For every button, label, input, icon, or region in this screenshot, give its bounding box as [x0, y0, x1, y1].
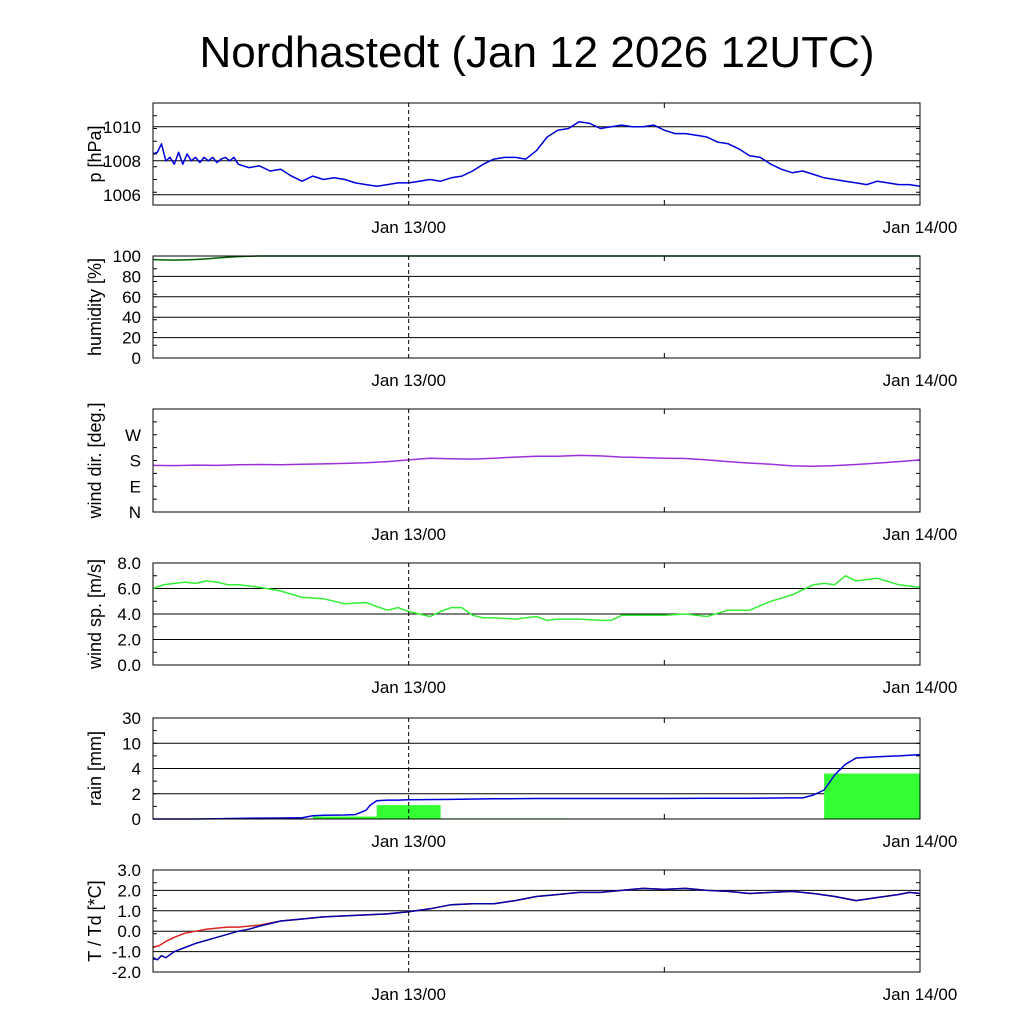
pressure-series-line — [152, 120, 921, 188]
temp-ytick-label: 0.0 — [117, 922, 141, 941]
humidity-series-line — [152, 255, 920, 261]
temp-plot-frame — [152, 869, 921, 973]
pressure-xtick-label: Jan 13/00 — [371, 218, 446, 237]
temp-ytick-label: 2.0 — [117, 881, 141, 900]
temp-ytick-label: 3.0 — [117, 861, 141, 880]
humidity-ytick-label: 60 — [122, 288, 141, 307]
wind_speed-ytick-label: 6.0 — [117, 580, 141, 599]
wind_dir-ytick-label: N — [129, 503, 141, 522]
temp-xtick-label: Jan 14/00 — [883, 985, 958, 1004]
pressure-panel: 1006 1008 1010 Jan 13/00 Jan 14/00 p [hPa] — [85, 102, 958, 237]
rain-ytick-label: 4 — [132, 760, 141, 779]
pressure-ytick-label: 1006 — [103, 186, 141, 205]
wind_dir-ytick-label: E — [130, 477, 141, 496]
humidity-ytick-label: 80 — [122, 267, 141, 286]
wind_speed-series-line — [152, 575, 921, 622]
wind_dir-ytick-label: S — [130, 452, 141, 471]
wind_dir-ylabel: wind dir. [deg.] — [85, 402, 105, 519]
wind_dir-series-line — [152, 454, 921, 467]
rain-ytick-label: 2 — [132, 785, 141, 804]
humidity-ytick-label: 40 — [122, 308, 141, 327]
wind_speed-xtick-label: Jan 14/00 — [883, 678, 958, 697]
rain-bar — [312, 816, 377, 819]
rain-panel: 0 2 4 10 30 Jan 13/00 Jan 14/00 rain [mm] — [85, 709, 957, 851]
temp-ytick-label: 1.0 — [117, 902, 141, 921]
rain-plot-frame — [152, 717, 921, 820]
rain-ytick-label: 30 — [122, 709, 141, 728]
humidity-xtick-label: Jan 14/00 — [883, 371, 958, 390]
humidity-ytick-label: 100 — [113, 247, 141, 266]
pressure-ytick-label: 1010 — [103, 118, 141, 137]
temp-ylabel: T / Td [*C] — [85, 880, 105, 961]
rain-ytick-label: 10 — [122, 734, 141, 753]
chart-title: Nordhastedt (Jan 12 2026 12UTC) — [199, 28, 874, 77]
temp-panel: -2.0-1.0 0.01.0 2.03.0 Jan 13/00 Jan 14/00 T … — [85, 861, 957, 1004]
humidity-ytick-label: 0 — [132, 349, 141, 368]
wind_speed-ytick-label: 8.0 — [117, 554, 141, 573]
wind_dir-xtick-label: Jan 13/00 — [371, 525, 446, 544]
wind_dir-plot-frame — [152, 408, 921, 513]
temp-ytick-label: -1.0 — [112, 943, 141, 962]
rain-ylabel: rain [mm] — [85, 731, 105, 806]
wind_dir-xtick-label: Jan 14/00 — [883, 525, 958, 544]
wind_speed-xtick-label: Jan 13/00 — [371, 678, 446, 697]
wind_speed-ytick-label: 0.0 — [117, 656, 141, 675]
dewpoint-series-line — [152, 887, 921, 961]
wind_speed-ytick-label: 2.0 — [117, 631, 141, 650]
rain-xtick-label: Jan 13/00 — [371, 832, 446, 851]
wind_speed-plot-frame — [152, 562, 921, 666]
humidity-ytick-label: 20 — [122, 329, 141, 348]
wind_speed-ytick-label: 4.0 — [117, 605, 141, 624]
humidity-xtick-label: Jan 13/00 — [371, 371, 446, 390]
pressure-plot-frame — [152, 102, 921, 206]
temp-ytick-label: -2.0 — [112, 963, 141, 982]
wind_dir-ytick-label: W — [125, 426, 141, 445]
pressure-ylabel: p [hPa] — [85, 125, 105, 182]
pressure-xtick-label: Jan 14/00 — [883, 218, 958, 237]
humidity-ylabel: humidity [%] — [85, 258, 105, 356]
temp-xtick-label: Jan 13/00 — [371, 985, 446, 1004]
wind_speed-ylabel: wind sp. [m/s] — [85, 559, 105, 670]
pressure-ytick-label: 1008 — [103, 152, 141, 171]
wind_speed-panel: 0.0 2.0 4.0 6.0 8.0 Jan 13/00 Jan 14/00 wind sp… — [85, 554, 957, 697]
temp-series-line — [152, 887, 921, 949]
rain-xtick-label: Jan 14/00 — [883, 832, 958, 851]
rain-bar — [824, 773, 920, 819]
humidity-plot-frame — [152, 255, 921, 359]
rain-ytick-label: 0 — [132, 810, 141, 829]
rain_cum-series-line — [153, 753, 921, 820]
